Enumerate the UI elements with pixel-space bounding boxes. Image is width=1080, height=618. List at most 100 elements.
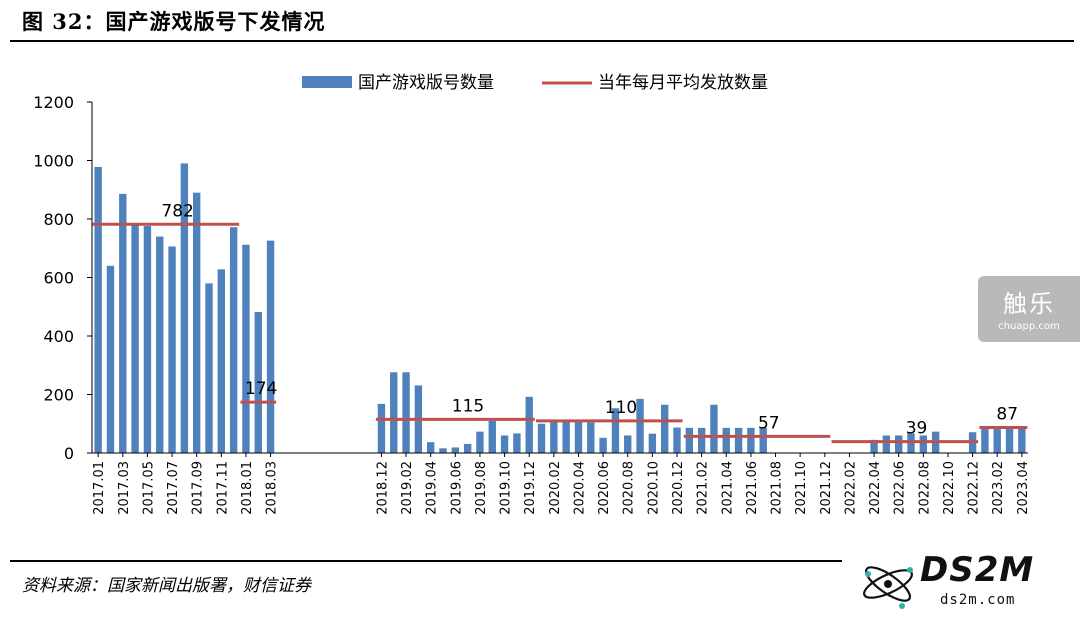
average-label: 87 [996, 405, 1018, 425]
x-tick-label: 2017.01 [92, 461, 107, 515]
bar [710, 404, 718, 453]
average-lines: 782 174 115 110 57 39 87 [92, 201, 1028, 444]
bars [94, 163, 1026, 454]
legend-swatch-bar [302, 76, 352, 88]
x-tick-label: 2019.04 [425, 461, 440, 515]
bar [907, 433, 915, 453]
x-tick-label: 2022.04 [868, 461, 883, 515]
bar [1005, 427, 1014, 453]
x-tick-label: 2021.12 [819, 461, 834, 515]
x-tick-label: 2019.02 [400, 461, 415, 515]
x-tick-label: 2020.12 [671, 461, 686, 515]
bar [156, 236, 164, 453]
chuapp-watermark: 触乐 chuapp.com [978, 276, 1080, 342]
y-axis: 0 200 400 600 800 1000 1200 [33, 93, 93, 463]
average-label: 782 [161, 201, 193, 221]
average-label: 115 [452, 396, 484, 416]
legend-label-bar: 国产游戏版号数量 [358, 73, 494, 93]
bar [981, 427, 989, 453]
bar [550, 420, 558, 453]
y-tick-label: 0 [64, 444, 74, 463]
x-tick-label: 2022.06 [893, 461, 908, 515]
x-tick-label: 2020.04 [572, 461, 587, 515]
bar [94, 166, 102, 453]
bar [599, 437, 607, 453]
x-tick-label: 2019.12 [523, 461, 538, 515]
bar [377, 403, 386, 453]
bar [574, 420, 583, 453]
ds2m-watermark: DS2M ds2m.com [858, 548, 1074, 614]
bar [205, 283, 213, 453]
bar [722, 427, 730, 453]
atom-logo-icon [863, 566, 913, 609]
bar [143, 226, 152, 453]
title-rule [10, 40, 1074, 42]
bar [266, 240, 275, 453]
bar [254, 312, 262, 453]
bar [1018, 427, 1026, 453]
x-tick-label: 2017.07 [166, 461, 181, 515]
bar [168, 246, 176, 453]
x-tick-label: 2020.06 [597, 461, 612, 515]
bar [402, 372, 410, 453]
legend-label-line: 当年每月平均发放数量 [598, 73, 768, 93]
x-tick-label: 2023.02 [991, 461, 1006, 515]
bar [587, 422, 595, 453]
bar [180, 163, 189, 454]
x-tick-label: 2018.12 [375, 461, 390, 515]
y-tick-label: 600 [43, 269, 74, 288]
x-tick-label: 2022.10 [942, 461, 957, 515]
x-tick-label: 2023.04 [1016, 461, 1031, 515]
y-tick-label: 1000 [33, 152, 74, 171]
bar [217, 269, 226, 453]
x-tick-label: 2022.08 [917, 461, 932, 515]
bar [463, 443, 472, 453]
x-tick-label: 2022.12 [967, 461, 982, 515]
bar [131, 224, 139, 453]
bar [870, 439, 878, 453]
bar [106, 265, 115, 453]
bar [451, 447, 460, 453]
bar [624, 435, 632, 453]
x-tick-label: 2019.06 [449, 461, 464, 515]
bar [390, 372, 398, 453]
bar [439, 448, 447, 453]
x-axis: 2017.01 2017.03 2017.05 2017.07 2017.09 2017.… [92, 452, 1031, 515]
y-tick-label: 400 [43, 327, 74, 346]
legend: 国产游戏版号数量 当年每月平均发放数量 [302, 73, 768, 93]
bar [660, 404, 669, 453]
figure-title: 图 32：国产游戏版号下发情况 [22, 9, 326, 34]
bar [673, 427, 681, 453]
x-tick-label: 2021.06 [745, 461, 760, 515]
bar [747, 427, 755, 453]
average-label: 110 [605, 398, 637, 418]
x-tick-label: 2021.02 [696, 461, 711, 515]
bar [697, 427, 706, 453]
bar [476, 431, 484, 453]
bar-chart: 国产游戏版号数量 当年每月平均发放数量 0 200 400 600 800 1000 1200… [33, 73, 1031, 515]
x-tick-label: 2017.05 [141, 461, 156, 515]
y-tick-label: 1200 [33, 93, 74, 112]
x-tick-label: 2019.10 [499, 461, 514, 515]
average-label: 57 [758, 413, 780, 433]
x-tick-label: 2020.02 [548, 461, 563, 515]
average-label: 39 [906, 419, 928, 439]
x-tick-label: 2020.10 [646, 461, 661, 515]
x-tick-label: 2021.10 [794, 461, 809, 515]
bar [562, 420, 570, 453]
bar [919, 435, 928, 453]
x-tick-label: 2020.08 [622, 461, 637, 515]
y-tick-label: 800 [43, 210, 74, 229]
bar [685, 427, 694, 453]
source-rule [10, 560, 842, 562]
bar [648, 433, 657, 453]
bar [488, 420, 496, 453]
x-tick-label: 2021.08 [770, 461, 785, 515]
x-tick-label: 2021.04 [720, 461, 735, 515]
bar [119, 193, 127, 453]
bar [537, 423, 546, 453]
bar [426, 442, 435, 453]
bar [759, 427, 767, 453]
chuapp-watermark-name: 触乐 [1003, 290, 1055, 318]
ds2m-watermark-name: DS2M [920, 550, 1035, 590]
